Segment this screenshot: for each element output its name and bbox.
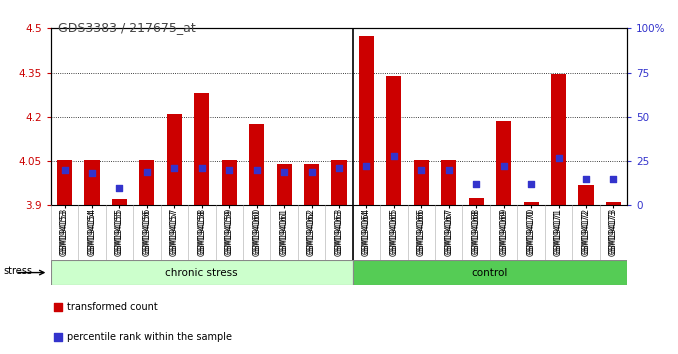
Bar [578,185,593,205]
Point [361,164,372,169]
Text: GSM194157: GSM194157 [170,208,179,254]
Text: GSM194158: GSM194158 [197,208,206,254]
Text: GSM194159: GSM194159 [224,208,234,254]
Text: transformed count: transformed count [66,302,157,312]
Point [279,169,290,175]
Point [59,167,70,173]
Text: chronic stress: chronic stress [165,268,238,278]
Bar [386,75,401,205]
Bar [332,160,346,205]
Bar [112,199,127,205]
Text: GSM194171: GSM194171 [554,208,563,254]
Bar [414,160,429,205]
Bar [222,160,237,205]
Text: GSM194173: GSM194173 [609,208,618,254]
Point [334,165,344,171]
Bar [194,93,210,205]
Point [224,167,235,173]
Text: control: control [472,268,508,278]
Point [443,167,454,173]
Point [142,169,153,175]
Bar [523,202,538,205]
Text: GSM194172: GSM194172 [582,208,591,254]
Bar [140,160,155,205]
Text: percentile rank within the sample: percentile rank within the sample [66,332,232,342]
Text: GSM194160: GSM194160 [252,208,261,254]
Bar [496,121,511,205]
Point [525,181,536,187]
Text: GSM194164: GSM194164 [362,208,371,254]
Point [498,164,509,169]
Point [197,165,207,171]
Point [169,165,180,171]
Text: GSM194167: GSM194167 [444,208,454,254]
Point [416,167,426,173]
Text: GSM194154: GSM194154 [87,208,96,254]
Point [471,181,481,187]
Bar [304,164,319,205]
Point [608,176,619,182]
Text: GSM194170: GSM194170 [527,208,536,254]
Bar [359,36,374,205]
Point [306,169,317,175]
Text: GSM194156: GSM194156 [142,208,151,254]
Text: GSM194155: GSM194155 [115,208,124,254]
Bar [57,160,72,205]
FancyBboxPatch shape [51,260,353,285]
Point [252,167,262,173]
Text: GSM194153: GSM194153 [60,208,69,254]
Bar [551,74,566,205]
Bar [249,124,264,205]
Bar [85,160,100,205]
Text: GSM194163: GSM194163 [334,208,344,254]
Bar [606,202,621,205]
Bar [468,198,484,205]
Point [580,176,591,182]
Text: stress: stress [3,266,33,276]
Text: GSM194166: GSM194166 [417,208,426,254]
Bar [277,164,292,205]
Text: GSM194161: GSM194161 [279,208,289,254]
Text: GSM194169: GSM194169 [499,208,508,254]
Text: GSM194165: GSM194165 [389,208,399,254]
Point [87,171,98,176]
Text: GSM194162: GSM194162 [307,208,316,254]
Point [114,185,125,190]
Bar [167,114,182,205]
Text: GSM194168: GSM194168 [472,208,481,254]
Point [53,304,64,310]
Point [388,153,399,159]
FancyBboxPatch shape [353,260,627,285]
Bar [441,160,456,205]
Point [53,334,64,340]
Text: GDS3383 / 217675_at: GDS3383 / 217675_at [58,21,195,34]
Point [553,155,564,160]
